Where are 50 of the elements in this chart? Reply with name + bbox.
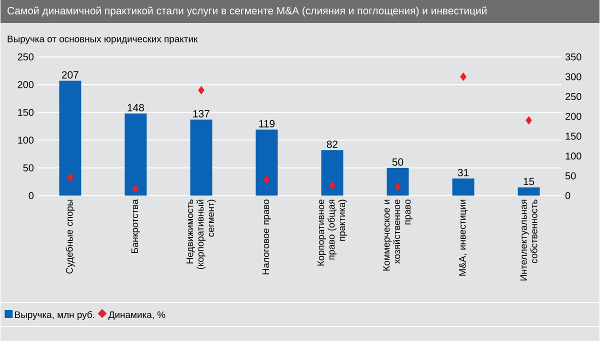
x-tick-label: Недвижимость (корпоративный сегмент) [186, 199, 216, 269]
x-tick-label: Судебные споры [66, 200, 75, 274]
data-label: 137 [193, 110, 210, 118]
point [132, 184, 139, 193]
bar [59, 80, 82, 196]
legend-label: Выручка, млн руб. [15, 310, 94, 320]
y-tick-label: 200 [18, 80, 34, 88]
chart-subtitle: Выручка от основных юридических практик [8, 35, 198, 44]
y2-tick-label: 250 [566, 92, 582, 100]
data-label: 50 [392, 158, 404, 166]
y-tick-label: 0 [28, 192, 34, 199]
point [526, 116, 532, 124]
y-tick-label: 100 [18, 136, 34, 144]
point [264, 175, 270, 184]
point [67, 173, 74, 182]
y-tick-label: 150 [18, 108, 34, 116]
point [329, 181, 336, 190]
x-tick-label: Коммерческое и хозяйственное право [383, 199, 412, 270]
y-tick-label: 50 [23, 164, 34, 172]
bar [518, 187, 540, 196]
y2-tick-label: 50 [565, 172, 576, 180]
y2-tick-label: 100 [566, 152, 582, 160]
bar [386, 168, 409, 196]
bar [256, 129, 278, 196]
chart-title: Самой динамичной практикой стали услуги в сегменте M&A (слияния и поглощения) и инвестиций [8, 6, 486, 16]
data-label: 82 [326, 140, 338, 148]
data-label: 119 [259, 120, 275, 128]
data-label: 148 [128, 104, 144, 112]
x-tick-label: Банкротства [131, 198, 140, 253]
x-tick-label: Налоговое право [262, 199, 271, 274]
bar [321, 150, 344, 196]
bar [124, 113, 147, 196]
x-tick-label: Интеллектуальная собственность [520, 199, 538, 280]
data-label: 15 [524, 178, 534, 185]
y2-tick-label: 300 [565, 73, 582, 80]
x-tick-label: Корпоративное право (общая практика) [318, 199, 347, 266]
x-tick-label: M&A, инвестиции [459, 200, 468, 276]
legend-label: Динамика, % [108, 311, 166, 320]
y-tick-label: 250 [18, 53, 34, 60]
bar [190, 119, 212, 196]
data-label: 207 [62, 70, 78, 78]
y2-tick-label: 0 [565, 192, 570, 199]
data-label: 31 [458, 168, 469, 176]
y2-tick-label: 200 [566, 112, 582, 120]
y2-tick-label: 350 [565, 53, 582, 60]
point [198, 86, 204, 94]
point [460, 72, 466, 81]
bar [452, 178, 474, 196]
y2-tick-label: 150 [566, 132, 582, 140]
point [394, 182, 401, 191]
